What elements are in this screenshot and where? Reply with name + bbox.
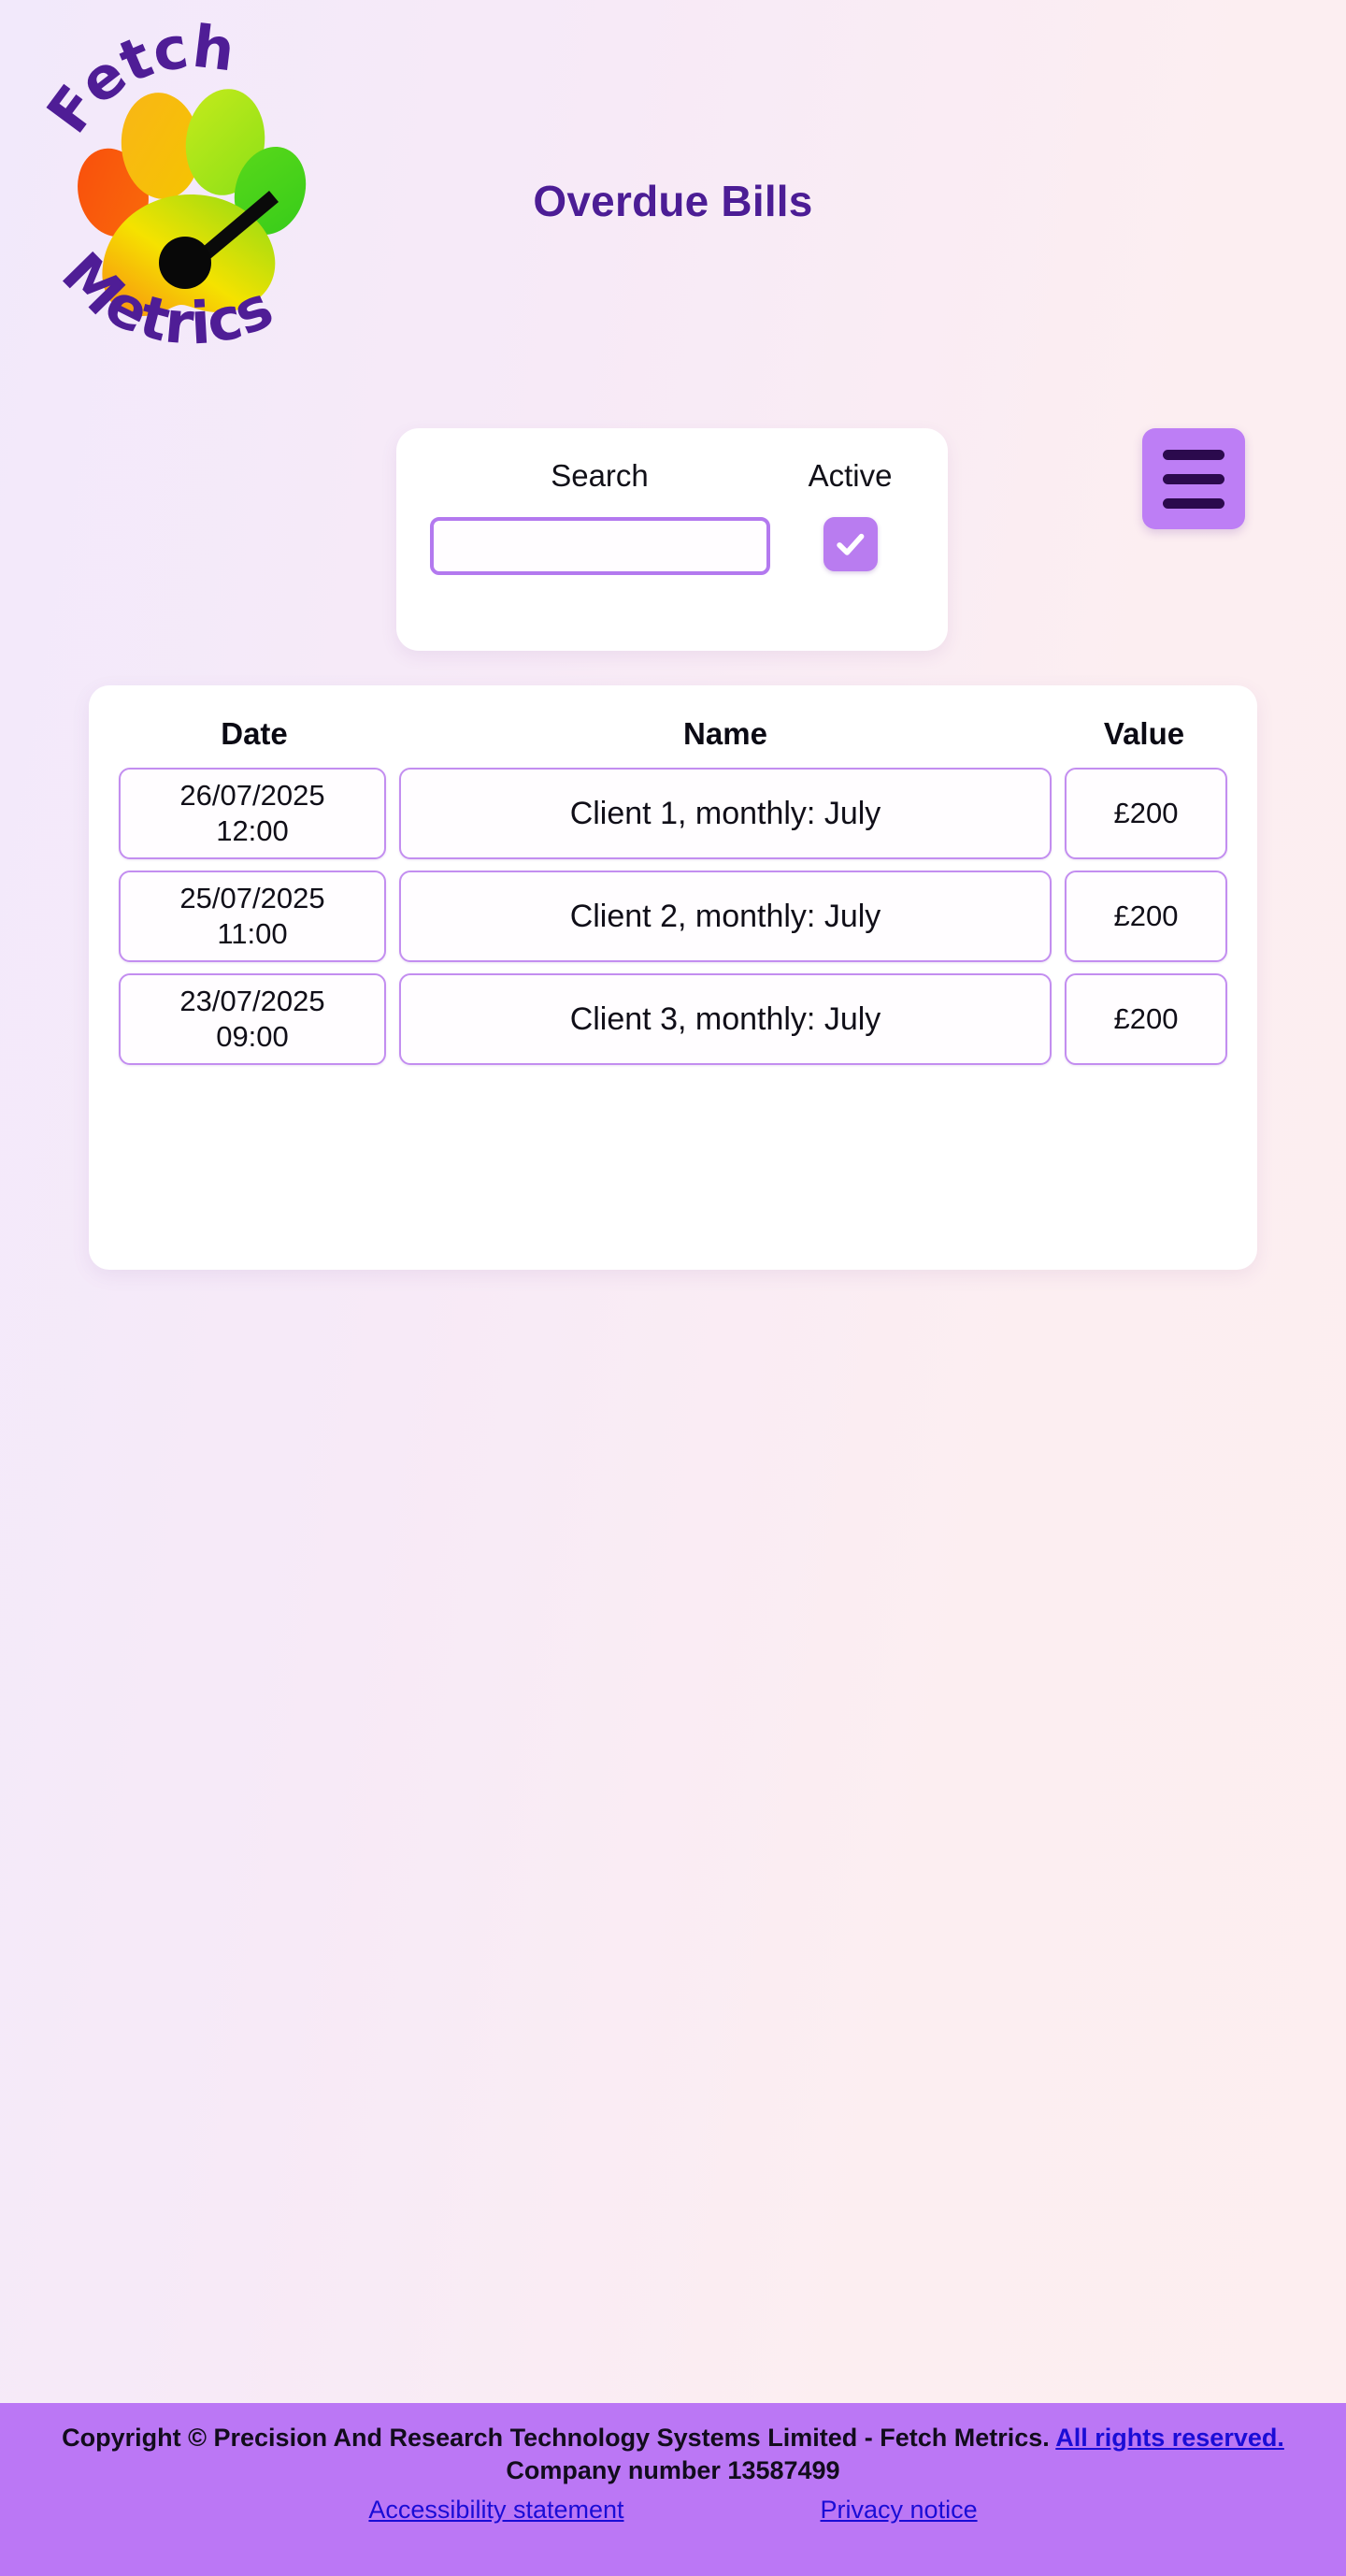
table-row[interactable]: 23/07/2025 09:00 Client 3, monthly: July… — [119, 973, 1227, 1065]
accessibility-statement-link[interactable]: Accessibility statement — [368, 2496, 624, 2525]
cell-date-day: 26/07/2025 — [179, 779, 325, 813]
cell-value[interactable]: £200 — [1065, 871, 1227, 962]
hamburger-icon-bar-2 — [1163, 473, 1224, 484]
cell-date[interactable]: 23/07/2025 09:00 — [119, 973, 386, 1065]
table-header-row: Date Name Value — [119, 700, 1227, 768]
cell-date-day: 23/07/2025 — [179, 985, 325, 1018]
footer-company-number: Company number 13587499 — [506, 2455, 840, 2484]
hamburger-menu-button[interactable] — [1142, 428, 1245, 529]
table-row[interactable]: 25/07/2025 11:00 Client 2, monthly: July… — [119, 871, 1227, 962]
cell-date[interactable]: 26/07/2025 12:00 — [119, 768, 386, 859]
bills-table-card: Date Name Value 26/07/2025 12:00 Client … — [89, 685, 1257, 1270]
hamburger-icon-bar-3 — [1163, 497, 1224, 509]
cell-date-time: 12:00 — [216, 814, 289, 847]
footer-copyright: Copyright © Precision And Research Techn… — [34, 2422, 1312, 2486]
check-icon — [833, 526, 868, 562]
active-label: Active — [808, 458, 893, 493]
footer-links: Accessibility statement Privacy notice — [34, 2496, 1312, 2525]
all-rights-reserved-link[interactable]: All rights reserved. — [1055, 2424, 1284, 2452]
hamburger-icon-bar-1 — [1163, 449, 1224, 460]
cell-name[interactable]: Client 1, monthly: July — [399, 768, 1052, 859]
privacy-notice-link[interactable]: Privacy notice — [820, 2496, 978, 2525]
search-filter: Search — [426, 460, 782, 575]
search-label: Search — [551, 458, 649, 493]
cell-date-day: 25/07/2025 — [179, 882, 325, 915]
cell-name[interactable]: Client 3, monthly: July — [399, 973, 1052, 1065]
brand-logo[interactable]: Fetch Metrics — [24, 7, 351, 381]
page-footer: Copyright © Precision And Research Techn… — [0, 2403, 1346, 2576]
filter-card: Search Active — [396, 428, 948, 651]
cell-date[interactable]: 25/07/2025 11:00 — [119, 871, 386, 962]
cell-value[interactable]: £200 — [1065, 973, 1227, 1065]
cell-date-time: 09:00 — [216, 1020, 289, 1053]
cell-name[interactable]: Client 2, monthly: July — [399, 871, 1052, 962]
active-checkbox[interactable] — [823, 517, 878, 571]
page-title: Overdue Bills — [533, 177, 813, 225]
table-row[interactable]: 26/07/2025 12:00 Client 1, monthly: July… — [119, 768, 1227, 859]
active-filter: Active — [782, 460, 918, 571]
search-input[interactable] — [429, 517, 770, 575]
cell-date-time: 11:00 — [217, 917, 288, 950]
cell-value[interactable]: £200 — [1065, 768, 1227, 859]
column-header-name: Name — [683, 716, 767, 751]
column-header-value: Value — [1103, 716, 1185, 751]
page-header: Fetch Metrics Overdue Bills — [0, 0, 1346, 393]
footer-copyright-text: Copyright © Precision And Research Techn… — [62, 2424, 1050, 2452]
column-header-date: Date — [221, 716, 288, 751]
